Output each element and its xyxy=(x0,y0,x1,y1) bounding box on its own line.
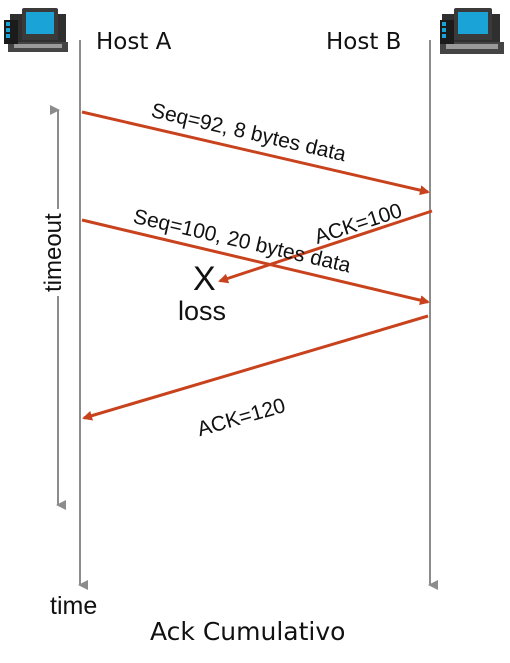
message-arrow-seq100 xyxy=(81,218,430,306)
time-axis-label: time xyxy=(50,592,98,620)
host-b-label: Host B xyxy=(326,29,402,55)
loss-label: loss xyxy=(178,296,227,326)
message-arrow-ack100 xyxy=(218,209,433,284)
loss-x-marker: X xyxy=(193,260,216,298)
timeout-label: timeout xyxy=(40,209,67,296)
message-arrow-ack120 xyxy=(82,314,429,421)
message-arrow-seq92 xyxy=(81,110,430,196)
host-a-label: Host A xyxy=(96,29,172,55)
host-b-computer-icon xyxy=(440,8,504,54)
host-a-computer-icon xyxy=(4,8,68,52)
diagram-caption: Ack Cumulativo xyxy=(150,617,346,646)
